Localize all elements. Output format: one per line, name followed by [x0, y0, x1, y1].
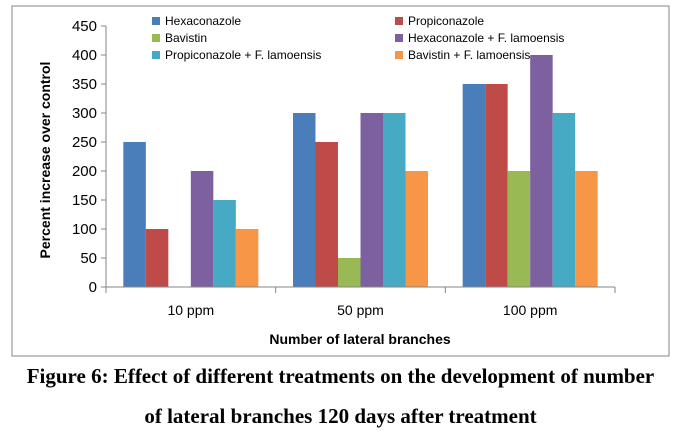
bar-bavistin-f-lamoensis-10-ppm: [235, 229, 259, 287]
bar-hexaconazole-f-lamoensis-50-ppm: [360, 113, 383, 287]
y-tick-label: 250: [72, 134, 97, 151]
bar-hexaconazole-10-ppm: [123, 142, 146, 287]
legend-swatch: [395, 17, 403, 25]
legend-label: Hexaconazole + F. lamoensis: [408, 31, 564, 45]
legend-label: Propiconazole + F. lamoensis: [165, 48, 321, 62]
bar-propiconazole-100-ppm: [485, 84, 508, 287]
y-tick-label: 0: [89, 279, 97, 296]
legend-swatch: [395, 51, 403, 59]
bar-hexaconazole-f-lamoensis-100-ppm: [530, 55, 553, 287]
legend-label: Bavistin + F. lamoensis: [408, 48, 530, 62]
y-tick-label: 400: [72, 47, 97, 64]
x-tick-label: 100 ppm: [503, 302, 557, 318]
bar-bavistin-100-ppm: [507, 171, 531, 287]
y-tick-label: 200: [72, 163, 97, 180]
bar-propiconazole-f-lamoensis-50-ppm: [383, 113, 406, 287]
y-axis: 0 50 100 150 200 250 300 350 400 450: [72, 18, 107, 296]
y-tick-label: 300: [72, 105, 97, 122]
bar-hexaconazole-50-ppm: [293, 113, 316, 287]
legend-swatch: [152, 51, 160, 59]
legend-label: Bavistin: [165, 31, 207, 45]
x-tick-label: 50 ppm: [337, 302, 384, 318]
bar-propiconazole-50-ppm: [315, 142, 338, 287]
bar-propiconazole-f-lamoensis-10-ppm: [213, 200, 236, 287]
y-tick-label: 150: [72, 192, 97, 209]
legend-swatch: [152, 34, 160, 42]
figure-caption-line-2: of lateral branches 120 days after treat…: [144, 404, 537, 428]
bars: [123, 55, 598, 287]
chart: Hexaconazole Propiconazole Bavistin Hexacon…: [11, 5, 670, 357]
y-axis-title: Percent increase over control: [37, 62, 53, 259]
legend-swatch: [152, 17, 160, 25]
y-tick-label: 100: [72, 221, 97, 238]
bar-propiconazole-f-lamoensis-100-ppm: [552, 113, 576, 287]
bar-hexaconazole-f-lamoensis-10-ppm: [190, 171, 214, 287]
legend: Hexaconazole Propiconazole Bavistin Hexacon…: [152, 14, 564, 62]
x-axis: 10 ppm 50 ppm 100 ppm: [105, 286, 616, 318]
x-axis-title: Number of lateral branches: [269, 331, 450, 347]
figure-caption-line-1: Figure 6: Effect of different treatments…: [26, 364, 655, 388]
bar-propiconazole-10-ppm: [145, 229, 169, 287]
bar-bavistin-50-ppm: [338, 258, 361, 287]
bar-bavistin-f-lamoensis-50-ppm: [405, 171, 428, 287]
legend-label: Hexaconazole: [165, 14, 241, 28]
y-tick-label: 450: [72, 18, 97, 35]
legend-swatch: [395, 34, 403, 42]
y-tick-label: 350: [72, 76, 97, 93]
legend-label: Propiconazole: [408, 14, 484, 28]
y-tick-label: 50: [80, 250, 97, 267]
bar-hexaconazole-100-ppm: [462, 84, 486, 287]
bar-bavistin-f-lamoensis-100-ppm: [575, 171, 598, 287]
x-tick-label: 10 ppm: [167, 302, 214, 318]
